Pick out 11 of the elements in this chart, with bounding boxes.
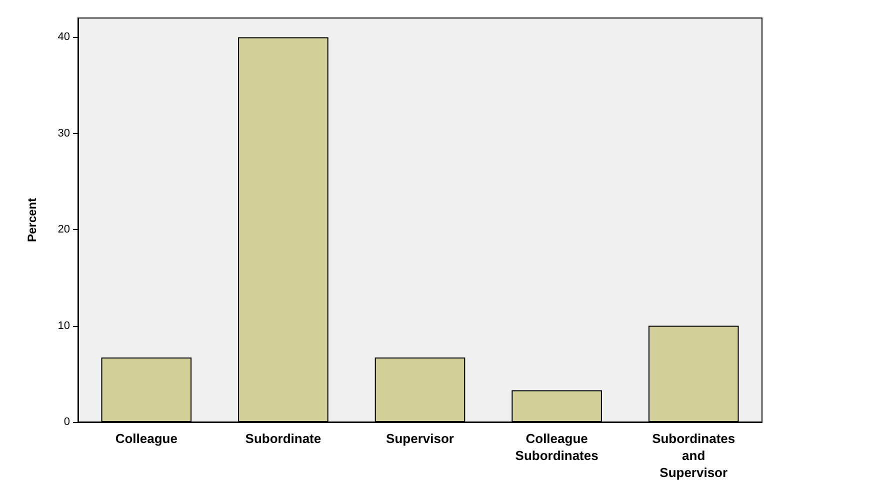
x-tick-label: Subordinate [245,431,322,446]
x-tick-label: Colleague Subordinates [515,431,598,463]
y-tick-label: 0 [64,416,70,428]
y-tick-label: 20 [58,224,70,236]
x-tick-label: Subordinates and Supervisor [652,431,736,480]
y-tick-label: 10 [58,320,70,332]
x-tick-label: Supervisor [386,431,454,446]
x-tick-label: Colleague [115,431,178,446]
y-tick-label: 30 [58,127,70,140]
y-axis-title: Percent [25,198,39,242]
y-tick-label: 40 [58,31,70,44]
